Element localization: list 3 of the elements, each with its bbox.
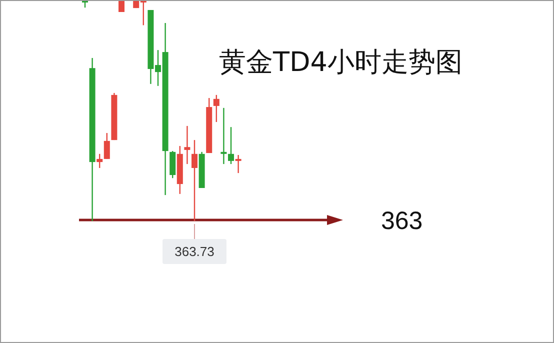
text: 363.73 <box>174 244 214 259</box>
text: 黄金TD4小时走势图 <box>219 47 462 78</box>
text: 363 <box>381 207 423 235</box>
